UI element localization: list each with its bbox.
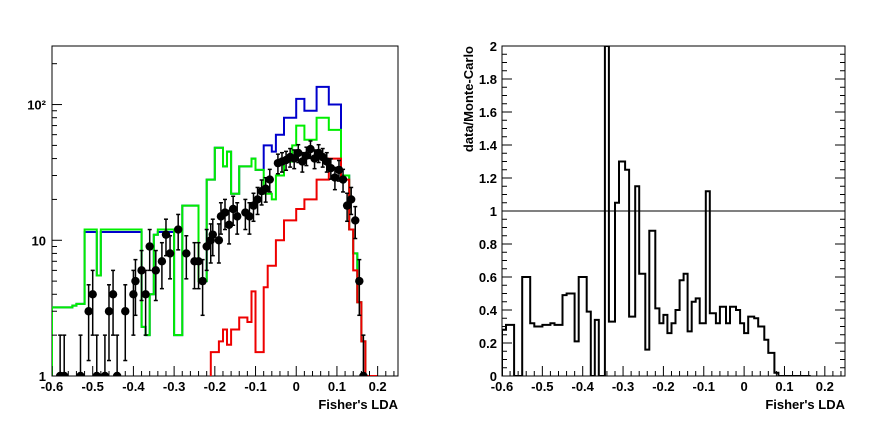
data-point [60, 371, 69, 376]
y-axis-title: data/Monte-Carlo [461, 46, 476, 152]
data-point [326, 163, 336, 173]
y-tick-label: 10 [32, 233, 46, 248]
data-point [245, 212, 254, 221]
right-panel: -0.6 -0.5 -0.4 -0.3 -0.2 -0.1 0 0.1 0.2 0 0.2 0.4 0.… [461, 39, 846, 412]
data-point [330, 173, 340, 182]
data-point [108, 290, 118, 299]
data-point [346, 195, 356, 204]
x-tick-label: -0.4 [572, 379, 595, 394]
x-tick-label: -0.1 [693, 379, 715, 394]
x-tick-label: 0.1 [775, 379, 793, 394]
data-point [76, 371, 85, 376]
data-point [194, 257, 203, 266]
left-panel: -0.6 -0.5 -0.4 -0.3 -0.2 -0.1 0 0.1 0.2 1 10 10² Fis… [27, 45, 399, 412]
plot-frame [51, 45, 399, 377]
plot-area [52, 85, 378, 376]
data-point [137, 266, 146, 275]
data-point [157, 257, 167, 266]
data-point [151, 266, 160, 275]
data-point [306, 144, 315, 154]
data-point [182, 249, 191, 258]
y-tick-label: 1.2 [479, 171, 497, 186]
y-tick-label: 0.2 [479, 336, 497, 351]
data-point [224, 220, 234, 230]
x-tick-label: -0.2 [204, 379, 226, 394]
data-point [104, 307, 114, 316]
x-tick-label: 0 [741, 379, 748, 394]
data-point [202, 242, 211, 251]
data-point [214, 236, 224, 245]
data-point [198, 276, 207, 286]
plot-area [502, 46, 811, 376]
x-axis-title: Fisher's LDA [318, 397, 398, 412]
data-point [228, 204, 238, 214]
y-tick-label: 0.4 [479, 303, 498, 318]
histogram-series-2 [209, 157, 378, 376]
data-point [334, 165, 344, 175]
y-tick-label: 1 [490, 204, 497, 219]
x-tick-label: -0.5 [531, 379, 553, 394]
y-tick-label: 1.4 [479, 138, 498, 153]
data-point [173, 225, 183, 234]
data-point [88, 290, 97, 299]
data-point [342, 201, 352, 210]
data-point [141, 290, 150, 299]
x-tick-label: 0.1 [328, 379, 346, 394]
data-point [298, 157, 307, 166]
x-tick-label: -0.4 [122, 379, 145, 394]
y-tick-label: 10² [27, 98, 46, 113]
y-tick-label: 0 [490, 369, 497, 384]
x-tick-label: 0 [293, 379, 300, 394]
x-tick-label: 0.2 [816, 379, 834, 394]
y-tick-label: 1 [39, 369, 46, 384]
x-tick-label: -0.3 [612, 379, 634, 394]
x-tick-label: -0.5 [82, 379, 104, 394]
data-point [249, 201, 258, 210]
data-point [220, 208, 230, 217]
y-tick-label: 1.6 [479, 105, 497, 120]
x-tick-label: 0.2 [369, 379, 387, 394]
x-tick-label: -0.6 [491, 379, 513, 394]
histogram-series-1 [52, 116, 378, 376]
data-point [129, 290, 138, 299]
data-point [92, 371, 101, 376]
x-tick-label: -0.6 [41, 379, 63, 394]
y-tick-label: 1.8 [479, 72, 497, 87]
data-point [84, 307, 93, 316]
data-point [338, 175, 348, 184]
data-point [131, 276, 140, 286]
data-point [100, 371, 110, 376]
data-point [261, 184, 270, 193]
ratio-histogram [502, 46, 811, 376]
data-point [253, 195, 262, 204]
x-tick-label: -0.2 [652, 379, 674, 394]
data-point [208, 230, 217, 239]
data-point [121, 307, 130, 316]
y-tick-label: 0.6 [479, 270, 497, 285]
data-point [161, 230, 171, 239]
data-point [165, 249, 175, 258]
data-point [355, 276, 364, 286]
data-point [265, 175, 274, 184]
y-tick-label: 0.8 [479, 237, 497, 252]
data-point [145, 242, 154, 251]
x-tick-label: -0.3 [163, 379, 185, 394]
x-tick-label: -0.1 [244, 379, 266, 394]
data-point [351, 216, 360, 225]
y-tick-label: 2 [490, 39, 497, 54]
data-point [294, 148, 303, 158]
data-point [359, 371, 368, 376]
data-point [233, 212, 242, 221]
x-axis-title: Fisher's LDA [765, 397, 845, 412]
